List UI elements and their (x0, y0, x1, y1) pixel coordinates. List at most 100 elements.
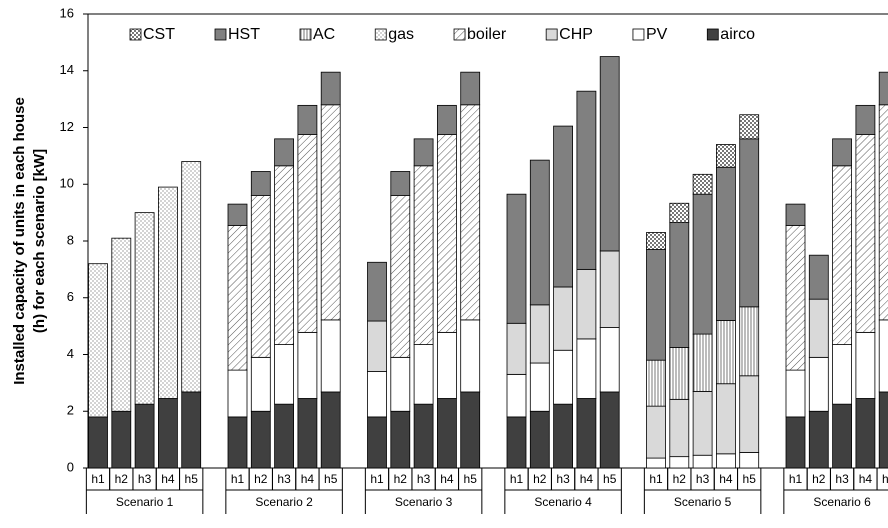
bar-segment (227, 203, 248, 226)
bar-segment (855, 134, 876, 333)
bar-segment (739, 306, 760, 377)
legend-label: CST (143, 26, 175, 43)
y-axis-label: Installed capacity of units in each hous… (11, 97, 48, 385)
bar-segment (576, 398, 597, 469)
legend-label: gas (388, 26, 414, 43)
bar-segment (181, 161, 202, 393)
bar-segment (599, 327, 620, 393)
bar-segment (460, 71, 481, 106)
bar-segment (832, 344, 852, 405)
bar-segment (646, 359, 666, 407)
bar-segment (739, 451, 760, 469)
bar-segment (855, 398, 876, 469)
bar-segment (739, 114, 760, 140)
bar-segment (181, 391, 202, 469)
y-axis-label-line: (h) for each scenario [kW] (31, 149, 48, 333)
group-label: Scenario 3 (395, 495, 453, 509)
legend-label: PV (646, 26, 668, 43)
x-tick-label: h3 (696, 472, 710, 486)
bar-segment (808, 410, 829, 469)
legend-label: AC (313, 26, 335, 43)
bar-segment (111, 237, 132, 412)
y-axis-label-line: Installed capacity of units in each hous… (11, 97, 28, 385)
bar-segment (599, 250, 620, 328)
y-tick-label: 14 (60, 62, 74, 77)
bar-segment (599, 56, 620, 252)
bar-segment (436, 331, 457, 399)
bar-segment (227, 369, 248, 418)
bar-segment (669, 398, 690, 458)
bar-segment (436, 398, 457, 469)
x-tick-label: h4 (301, 472, 315, 486)
bar-segment (111, 410, 132, 469)
bar-segment (529, 410, 550, 469)
legend-swatch (129, 28, 142, 41)
bar-segment (436, 104, 457, 135)
x-tick-label: h3 (417, 472, 431, 486)
bar-segment (436, 134, 457, 333)
x-tick-label: h2 (394, 472, 408, 486)
bar-segment (692, 390, 713, 456)
bar-segment (506, 322, 527, 375)
x-tick-label: h1 (649, 472, 663, 486)
bar-segment (250, 356, 271, 412)
x-tick-label: h4 (859, 472, 873, 486)
bar-segment (390, 410, 411, 469)
bar-segment (367, 371, 387, 418)
bar-segment (785, 369, 806, 418)
bar-segment (878, 391, 888, 469)
bar-segment (227, 416, 248, 469)
bar-segment (739, 375, 760, 453)
bar-segment (320, 71, 341, 106)
bar-segment (669, 347, 690, 400)
bar-segment (553, 349, 573, 405)
bar-segment (576, 268, 597, 340)
bar-segment (297, 398, 318, 469)
bar-segment (808, 254, 829, 300)
x-tick-label: h3 (277, 472, 291, 486)
group-label: Scenario 4 (534, 495, 592, 509)
legend-swatch (374, 28, 387, 41)
bar-segment (576, 90, 597, 270)
y-tick-label: 6 (67, 289, 74, 304)
bar-segment (320, 319, 341, 393)
x-tick-label: h5 (743, 472, 757, 486)
bar-segment (390, 195, 411, 358)
bar-segment (739, 138, 760, 308)
x-tick-label: h1 (510, 472, 524, 486)
bar-segment (134, 403, 155, 469)
bar-segment (716, 144, 736, 168)
legend-swatch (545, 28, 558, 41)
bar-segment (832, 403, 852, 469)
x-tick-label: h2 (673, 472, 687, 486)
bar-segment (716, 453, 736, 469)
x-tick-label: h2 (115, 472, 129, 486)
bar-segment (576, 338, 597, 399)
bar-segment (413, 165, 434, 345)
bar-segment (716, 383, 736, 455)
bar-segment (553, 403, 573, 469)
bar-segment (855, 104, 876, 135)
x-tick-label: h5 (882, 472, 888, 486)
bar-segment (832, 165, 852, 345)
x-tick-label: h1 (370, 472, 384, 486)
bar-segment (529, 159, 550, 306)
bar-segment (716, 166, 736, 321)
group-label: Scenario 2 (255, 495, 313, 509)
bar-segment (808, 356, 829, 412)
bar-segment (88, 263, 108, 418)
x-tick-label: h4 (440, 472, 454, 486)
bar-segment (878, 71, 888, 106)
legend-swatch (632, 28, 645, 41)
x-tick-label: h4 (719, 472, 733, 486)
bar-segment (646, 232, 666, 250)
bar-segment (529, 304, 550, 364)
legend-swatch (453, 28, 466, 41)
bar-segment (529, 362, 550, 412)
bar-segment (506, 193, 527, 324)
bar-segment (157, 398, 178, 469)
x-tick-label: h5 (464, 472, 478, 486)
bar-segment (367, 416, 387, 469)
legend-label: boiler (467, 26, 507, 43)
